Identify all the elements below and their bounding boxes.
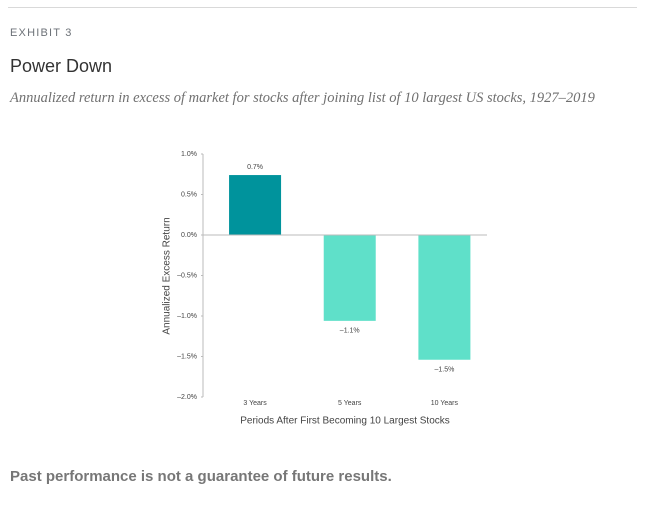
- y-tick-label: –1.0%: [177, 313, 197, 320]
- x-tick-label: 10 Years: [431, 400, 459, 407]
- data-label: 0.7%: [247, 164, 263, 171]
- data-label: –1.5%: [434, 367, 454, 374]
- y-tick-label: –1.5%: [177, 353, 197, 360]
- data-label: –1.1%: [340, 328, 360, 335]
- bar: [229, 175, 282, 235]
- footnote: Past performance is not a guarantee of f…: [10, 468, 392, 485]
- y-tick-label: –2.0%: [177, 394, 197, 401]
- x-axis-label: Periods After First Becoming 10 Largest …: [240, 416, 450, 427]
- bar: [418, 235, 471, 360]
- exhibit-label: EXHIBIT 3: [10, 27, 73, 39]
- chart: Periods After First Becoming 10 Largest …: [162, 151, 487, 427]
- x-tick-label: 3 Years: [243, 400, 267, 407]
- y-tick-label: 0.0%: [181, 232, 197, 239]
- chart-title: Power Down: [10, 56, 113, 76]
- bar: [323, 235, 376, 321]
- y-tick-label: –0.5%: [177, 272, 197, 279]
- top-rule: [8, 7, 637, 8]
- y-tick-label: 1.0%: [181, 151, 197, 158]
- y-axis-label: Annualized Excess Return: [162, 217, 173, 334]
- chart-subtitle: Annualized return in excess of market fo…: [10, 90, 595, 106]
- x-tick-label: 5 Years: [338, 400, 362, 407]
- y-tick-label: 0.5%: [181, 191, 197, 198]
